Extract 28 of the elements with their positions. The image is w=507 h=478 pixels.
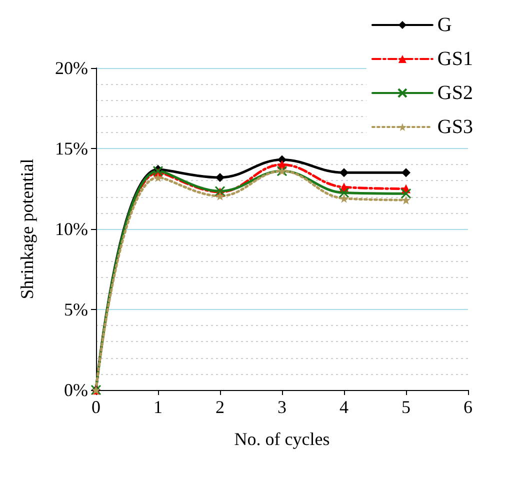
x-axis-title: No. of cycles (234, 429, 330, 449)
legend-label: G (437, 14, 452, 36)
point (154, 172, 162, 182)
point (338, 188, 350, 198)
x-tick-label: 1 (154, 397, 162, 417)
x-tick-label: 2 (216, 397, 224, 417)
y-tick-label: 0% (64, 380, 88, 400)
legend-label: GS1 (437, 48, 474, 70)
x-tick-label: 3 (278, 397, 286, 417)
point (400, 188, 412, 199)
point (340, 194, 348, 203)
x-tick-label: 6 (464, 397, 472, 417)
y-tick-label: 20% (55, 58, 88, 78)
point (216, 172, 224, 182)
legend-label: GS2 (437, 82, 474, 104)
x-tick-label: 4 (340, 397, 348, 417)
point (402, 196, 410, 205)
point (340, 168, 348, 178)
legend-label: GS3 (437, 116, 474, 138)
y-tick-label: 10% (55, 219, 88, 239)
point (152, 166, 164, 176)
point (216, 191, 224, 200)
y-tick-label: 5% (64, 300, 88, 320)
point (402, 168, 410, 178)
x-tick-label: 5 (402, 397, 410, 417)
x-tick-label: 0 (92, 397, 100, 417)
y-tick-label: 15% (55, 138, 88, 158)
y-axis-title: Shrinkage potential (17, 158, 37, 300)
